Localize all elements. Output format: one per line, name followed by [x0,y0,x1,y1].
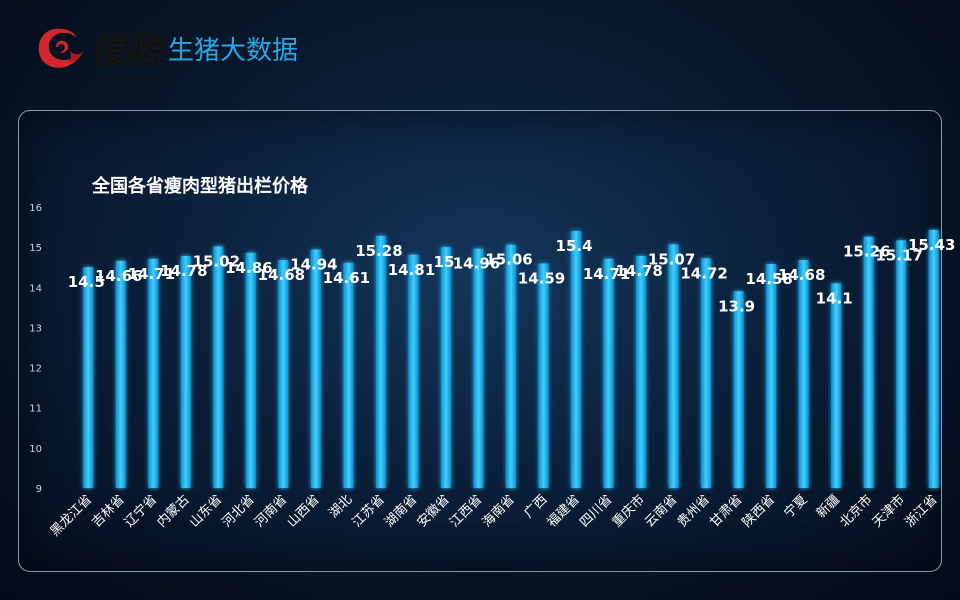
bar-value-label: 14.72 [680,264,727,282]
x-tick-label: 甘肃省 [707,492,745,530]
bar [213,246,224,488]
bar [506,244,516,488]
x-tick-label: 辽宁省 [121,492,160,531]
bar-value-label: 15.17 [875,246,922,264]
bar-value-label: 13.9 [718,297,755,315]
x-tick-label: 海南省 [479,492,518,531]
bar-value-label: 14.61 [323,269,370,287]
bar-value-label: 14.5 [68,273,105,291]
bar-value-label: 15.06 [485,251,532,269]
header: 搜猪 生猪大数据 [34,20,298,76]
bar-value-label: 15.28 [355,242,402,260]
bar [408,254,419,488]
bar [375,235,386,488]
x-tick-label: 黑龙江省 [48,492,95,539]
x-tick-label: 宁夏 [781,492,811,522]
x-tick-label: 陕西省 [740,492,778,530]
bar-value-label: 14.94 [290,256,337,274]
bar-value-label: 14.96 [453,255,500,273]
y-tick-label: 10 [29,444,42,455]
bar-value-label: 14.71 [128,265,175,283]
bar [863,236,874,488]
bar [538,263,549,488]
y-tick-label: 14 [29,283,42,294]
x-tick-label: 浙江省 [902,492,940,530]
logo-mark-icon [38,28,83,68]
y-axis: 9 10 11 12 13 14 15 16 [29,203,42,495]
x-tick-label: 广西 [521,492,550,521]
bar [831,283,842,488]
bar-value-label: 14.71 [583,265,630,283]
x-tick-label: 贵州省 [675,492,713,530]
bar-value-label: 15.07 [648,250,695,268]
y-tick-label: 9 [36,484,42,495]
bar [798,259,809,488]
x-tick-label: 山西省 [285,492,323,530]
x-tick-label: 安徽省 [415,492,453,530]
value-labels: 14.514.6614.7114.7815.0214.8614.6814.941… [68,236,956,315]
bar [440,247,451,488]
y-tick-label: 11 [29,404,42,415]
bar [310,249,321,488]
bar [701,258,712,488]
bar [668,244,679,488]
x-tick-label: 北京市 [837,492,876,531]
bar [148,258,159,488]
x-tick-label: 天津市 [869,492,908,531]
bar [733,291,744,488]
bar [180,255,191,488]
x-tick-label: 新疆 [813,492,843,522]
bar-value-label: 15.26 [843,243,890,261]
logo-text: 搜猪 [90,30,161,72]
x-tick-label: 云南省 [642,492,681,531]
bar-value-label: 14.68 [778,266,825,284]
bar [278,259,289,488]
bar [571,231,582,489]
bar-value-label: 14.78 [615,262,662,280]
x-tick-label: 山东省 [187,492,225,530]
x-tick-label: 四川省 [577,492,615,530]
brand-subtitle: 生猪大数据 [168,35,299,66]
bar-value-label: 14.66 [95,267,142,285]
bar [343,262,354,488]
bar [115,260,126,488]
bar-value-label: 15.02 [193,252,240,270]
bar [245,252,256,488]
bar [603,258,614,488]
bar-value-label: 15.4 [556,237,593,255]
x-tick-label: 内蒙古 [154,492,193,531]
y-tick-label: 15 [29,243,42,254]
x-tick-label: 江西省 [447,492,485,530]
bar-value-label: 14.59 [518,270,565,288]
chart-title: 全国各省瘦肉型猪出栏价格 [92,176,308,197]
x-tick-label: 吉林省 [89,492,127,530]
bar [83,267,94,488]
bar-value-label: 14.1 [816,289,853,307]
x-tick-label: 湖北 [326,492,355,521]
bar [473,248,484,488]
bar-value-label: 14.58 [745,270,792,288]
y-tick-label: 16 [29,203,42,214]
x-tick-label: 河北省 [219,492,257,530]
bar [896,240,907,488]
bar-value-label: 14.78 [160,262,207,280]
bar [766,264,777,488]
y-tick-label: 12 [29,364,42,375]
bars [83,229,939,489]
bar-value-label: 15 [434,253,455,271]
bar-value-label: 14.68 [258,266,305,284]
x-tick-label: 河南省 [251,492,290,531]
x-tick-label: 福建省 [545,492,583,530]
bar-value-label: 14.81 [388,261,435,279]
x-tick-label: 重庆市 [609,492,648,531]
bar-value-label: 15.43 [908,236,955,254]
y-tick-label: 13 [29,323,42,334]
x-tick-label: 江苏省 [349,492,388,531]
bar-value-label: 14.86 [225,259,272,277]
bar [636,255,647,488]
bar [928,229,939,489]
x-tick-label: 湖南省 [381,492,420,531]
